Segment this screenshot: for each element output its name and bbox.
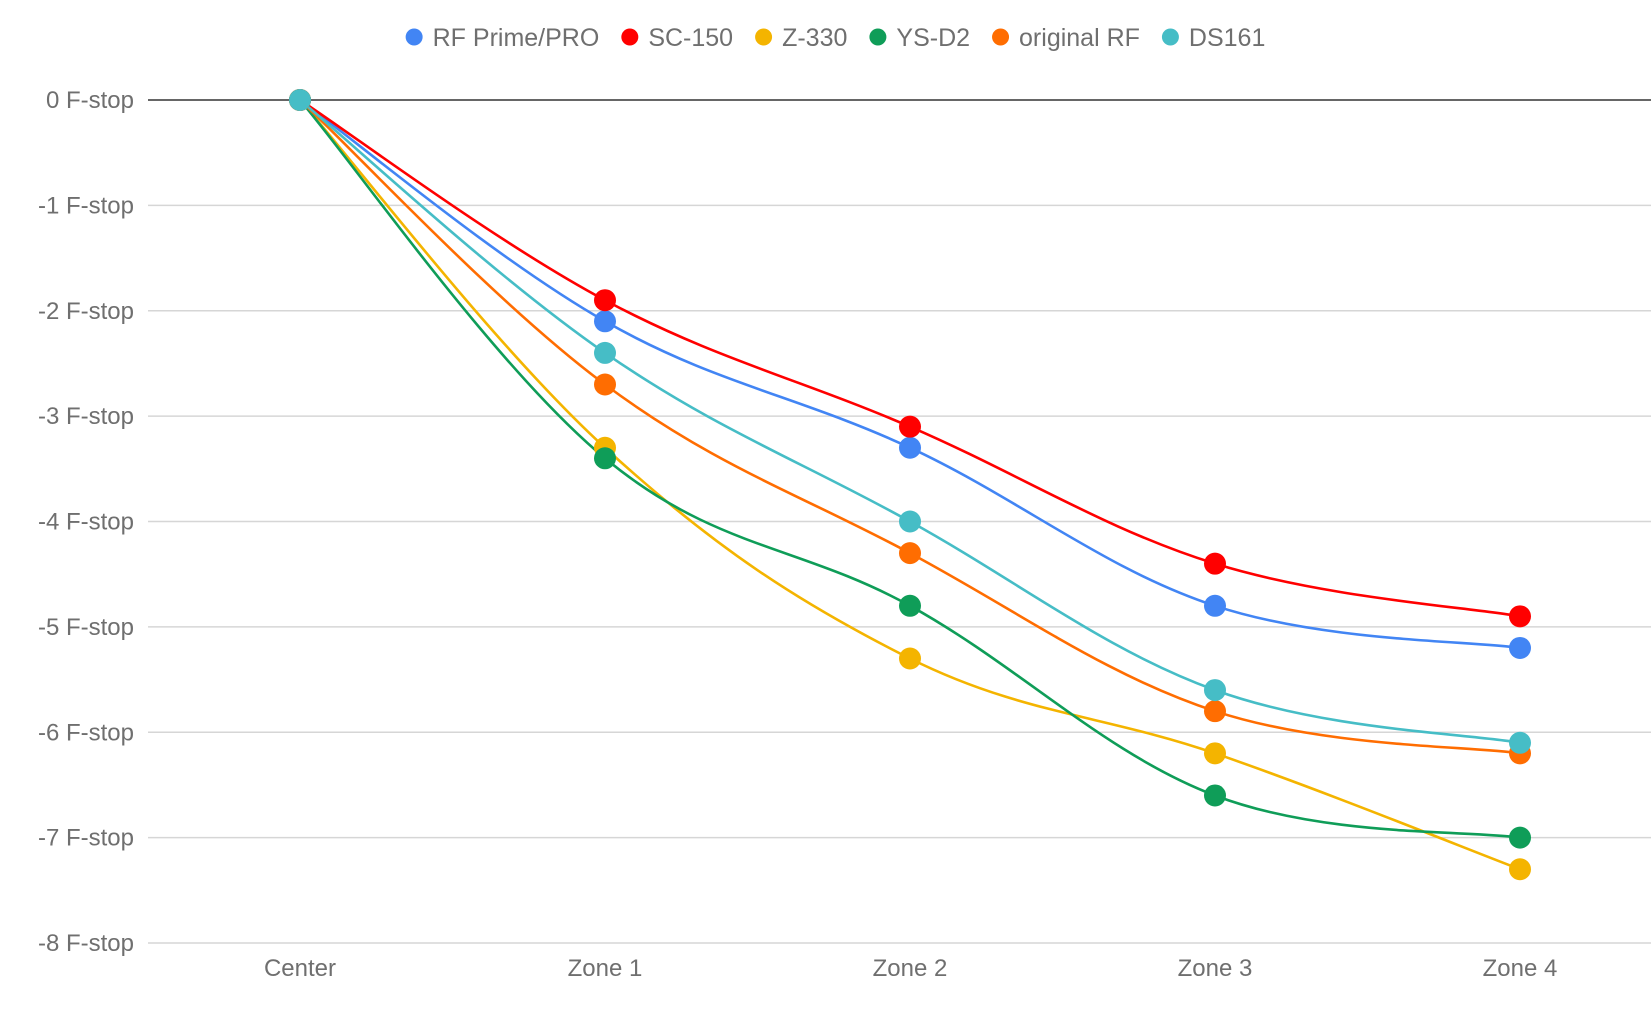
legend-item: original RF	[992, 24, 1140, 52]
y-tick-label: -8 F-stop	[38, 930, 134, 957]
data-point-ds161	[1204, 679, 1226, 702]
data-point-z-330	[1204, 742, 1226, 765]
y-tick-label: -6 F-stop	[38, 719, 134, 746]
series-line-ys-d2	[298, 98, 1522, 839]
data-point-sc-150	[594, 289, 616, 312]
legend-item: DS161	[1161, 24, 1265, 52]
legend-marker	[755, 28, 773, 46]
series-points	[289, 89, 1531, 881]
legend-label: DS161	[1189, 24, 1265, 52]
data-point-rf-prime-pro	[899, 436, 921, 459]
y-tick-label: -7 F-stop	[38, 825, 134, 852]
data-point-rf-prime-pro	[594, 310, 616, 333]
legend-marker	[621, 28, 639, 46]
y-tick-label: -3 F-stop	[38, 403, 134, 430]
data-point-original-rf	[1204, 700, 1226, 723]
data-point-ys-d2	[594, 447, 616, 470]
legend-label: original RF	[1019, 24, 1140, 52]
legend: RF Prime/PRO SC-150 Z-330 YS-D2 original RF D…	[405, 24, 1265, 52]
data-point-ds161	[594, 341, 616, 364]
legend-item: SC-150	[621, 24, 733, 52]
legend-marker	[405, 28, 423, 46]
legend-marker	[1161, 28, 1179, 46]
legend-marker	[869, 28, 887, 46]
data-point-rf-prime-pro	[1509, 636, 1531, 659]
data-point-ys-d2	[899, 594, 921, 617]
y-tick-label: -2 F-stop	[38, 298, 134, 325]
data-point-rf-prime-pro	[1204, 594, 1226, 617]
legend-label: SC-150	[648, 24, 733, 52]
legend-label: Z-330	[782, 24, 847, 52]
legend-label: YS-D2	[896, 24, 970, 52]
data-point-ds161	[1509, 731, 1531, 754]
series-lines	[298, 98, 1522, 871]
y-tick-label: -1 F-stop	[38, 192, 134, 219]
y-tick-label: -5 F-stop	[38, 614, 134, 641]
data-point-z-330	[899, 647, 921, 670]
data-point-original-rf	[594, 373, 616, 396]
x-tick-label: Zone 1	[568, 955, 643, 982]
data-point-ys-d2	[1509, 826, 1531, 849]
data-point-sc-150	[1509, 605, 1531, 628]
series-line-rf-prime-pro	[298, 98, 1522, 650]
data-point-ds161	[899, 510, 921, 533]
data-point-ds161	[289, 89, 311, 111]
legend-item: Z-330	[755, 24, 847, 52]
data-point-sc-150	[1204, 552, 1226, 575]
y-axis-ticks: 0 F-stop -1 F-stop -2 F-stop -3 F-stop -4 F-…	[38, 87, 134, 957]
legend-marker	[992, 28, 1010, 46]
series-line-z-330	[298, 98, 1522, 871]
y-tick-label: 0 F-stop	[46, 87, 134, 114]
data-point-original-rf	[899, 542, 921, 565]
data-point-z-330	[1509, 858, 1531, 881]
data-point-ys-d2	[1204, 784, 1226, 807]
x-tick-label: Zone 4	[1483, 955, 1558, 982]
data-point-sc-150	[899, 415, 921, 438]
x-tick-label: Center	[264, 955, 336, 982]
legend-item: YS-D2	[869, 24, 970, 52]
legend-item: RF Prime/PRO	[405, 24, 600, 52]
legend-label: RF Prime/PRO	[433, 24, 600, 52]
y-tick-label: -4 F-stop	[38, 509, 134, 536]
series-line-sc-150	[298, 98, 1522, 618]
x-tick-label: Zone 2	[873, 955, 948, 982]
x-axis-ticks: Center Zone 1 Zone 2 Zone 3 Zone 4	[264, 955, 1557, 982]
x-tick-label: Zone 3	[1178, 955, 1253, 982]
